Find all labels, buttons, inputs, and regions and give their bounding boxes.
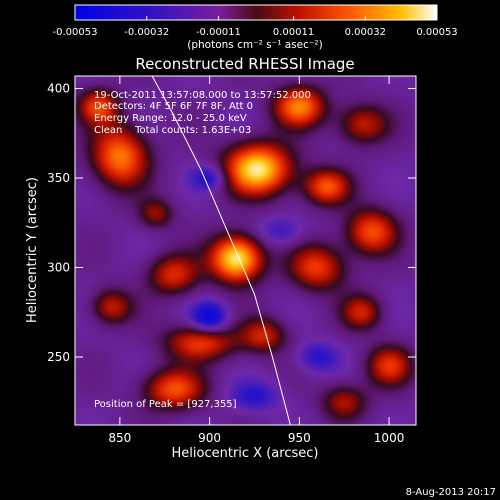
colorbar-tick-label: 0.00032	[345, 27, 386, 38]
annotation-method: Clean Total counts: 1.63E+03	[94, 125, 251, 136]
colorbar-tick-label: -0.00011	[196, 27, 241, 38]
plot-frame	[74, 75, 417, 426]
axis-ticks: 850 900 950 1000 250 300 350 400	[47, 76, 416, 445]
x-tick-label: 950	[288, 431, 311, 445]
x-tick-label: 900	[198, 431, 221, 445]
colorbar-ticks: -0.00053 -0.00032 -0.00011 0.00011 0.00032 0.…	[53, 16, 458, 38]
colorbar-tick-label: -0.00032	[124, 27, 169, 38]
colorbar-tick-label: -0.00053	[53, 27, 98, 38]
y-tick-label: 250	[47, 350, 70, 364]
y-tick-label: 400	[47, 82, 70, 96]
footer-date: 8-Aug-2013 20:17	[406, 487, 496, 498]
chart-title: Reconstructed RHESSI Image	[135, 55, 354, 73]
colorbar-tick-label: 0.00053	[416, 27, 457, 38]
heatmap-image	[75, 76, 416, 425]
solar-limb-curve	[151, 76, 291, 425]
x-tick-label: 1000	[374, 431, 405, 445]
x-tick-label: 850	[108, 431, 131, 445]
colorbar-units-label: (photons cm⁻² s⁻¹ asec⁻²)	[187, 39, 322, 51]
annotation-peak: Position of Peak = [927,355]	[94, 399, 237, 410]
x-axis-label: Heliocentric X (arcsec)	[172, 446, 319, 461]
annotation-energy: Energy Range: 12.0 - 25.0 keV	[94, 113, 247, 124]
colorbar-tick-label: 0.00011	[273, 27, 314, 38]
y-axis-label: Heliocentric Y (arcsec)	[25, 177, 40, 323]
annotation-time: 19-Oct-2011 13:57:08.000 to 13:57:52.000	[94, 90, 311, 101]
colorbar	[74, 4, 438, 21]
y-tick-label: 300	[47, 261, 70, 275]
y-tick-label: 350	[47, 171, 70, 185]
annotation-detectors: Detectors: 4F 5F 6F 7F 8F, Att 0	[94, 101, 253, 112]
